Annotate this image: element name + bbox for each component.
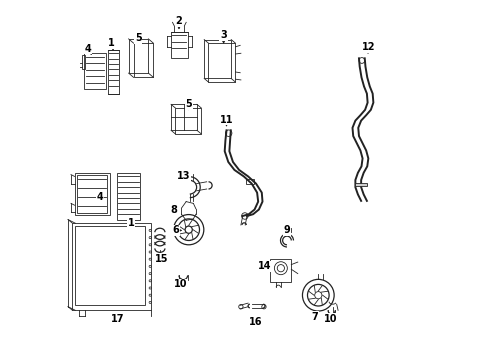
Bar bbox=[77, 175, 107, 213]
Bar bbox=[72, 223, 151, 310]
Bar bbox=[204, 40, 231, 78]
Bar bbox=[81, 55, 85, 69]
Text: 5: 5 bbox=[135, 33, 142, 43]
Bar bbox=[84, 53, 106, 89]
Text: 8: 8 bbox=[170, 204, 177, 215]
Bar bbox=[270, 259, 291, 282]
Text: 2: 2 bbox=[175, 16, 182, 26]
Bar bbox=[171, 104, 197, 130]
Text: 10: 10 bbox=[324, 314, 337, 324]
Bar bbox=[133, 43, 153, 77]
Text: 16: 16 bbox=[248, 317, 262, 327]
Text: 14: 14 bbox=[257, 261, 270, 271]
Text: 10: 10 bbox=[173, 279, 187, 289]
Text: 1: 1 bbox=[108, 38, 115, 48]
Bar bbox=[175, 108, 201, 134]
Text: 12: 12 bbox=[361, 42, 375, 52]
Text: 4: 4 bbox=[84, 44, 91, 54]
Text: 15: 15 bbox=[155, 254, 168, 264]
Text: 13: 13 bbox=[176, 171, 190, 181]
Bar bbox=[170, 32, 187, 58]
Bar bbox=[117, 173, 140, 220]
Bar bbox=[75, 173, 110, 215]
Bar bbox=[75, 226, 145, 305]
Text: 3: 3 bbox=[220, 30, 226, 40]
Bar bbox=[355, 183, 366, 186]
Text: 1: 1 bbox=[127, 218, 134, 228]
Text: 5: 5 bbox=[185, 99, 192, 109]
Text: 17: 17 bbox=[111, 314, 124, 324]
Text: 7: 7 bbox=[311, 312, 317, 322]
Bar bbox=[108, 50, 119, 94]
Bar bbox=[245, 179, 253, 184]
Text: 6: 6 bbox=[172, 225, 179, 235]
Bar bbox=[208, 43, 235, 82]
Text: 9: 9 bbox=[283, 225, 290, 235]
Text: 4: 4 bbox=[96, 192, 103, 202]
Bar bbox=[128, 39, 148, 73]
Text: 11: 11 bbox=[219, 114, 233, 125]
